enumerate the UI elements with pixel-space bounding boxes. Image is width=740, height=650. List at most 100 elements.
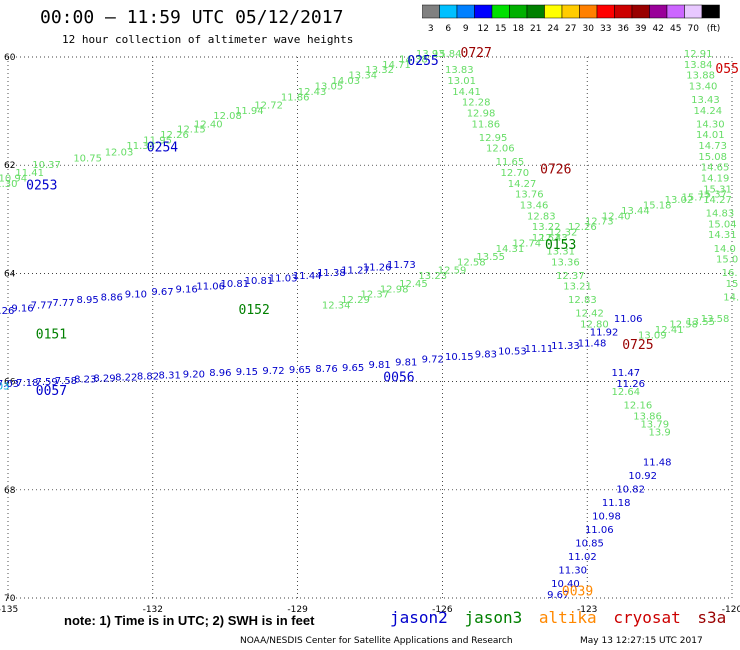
wave-height-value: 11.95 [143,136,172,147]
wave-height-value: 12.83 [527,211,556,222]
wave-height-value: 10.82 [616,485,645,496]
wave-height-value: 9.20 [183,369,205,380]
lat-tick-label: 64 [4,269,16,279]
wave-height-value: 11.48 [578,338,607,349]
wave-height-value: 12.59 [438,265,467,276]
colorbar-tick-label: 9 [463,24,469,34]
wave-height-value: 9.16 [11,303,33,314]
wave-height-value: 7.58 [55,376,77,387]
wave-height-value: 12.58 [669,320,698,331]
wave-height-value: 12.74 [513,238,542,249]
wave-height-value: 12.98 [380,284,409,295]
wave-height-value: 9.72 [262,366,284,377]
wave-height-value: 12.26 [568,222,597,233]
wave-height-value: 13.34 [348,71,377,82]
pass-number-label: 0056 [383,371,414,386]
wave-height-value: 7.77 [52,298,74,309]
wave-height-value: 9.81 [369,360,391,371]
wave-height-value: 7.03 [0,379,19,390]
wave-height-value: 14.03 [332,76,361,87]
lon-tick-label: -135 [0,605,18,615]
lon-tick-label: -126 [432,605,453,615]
wave-height-value: 7.59 [35,377,57,388]
wave-height-value: 12.72 [254,100,283,111]
wave-height-value: 11.30 [0,179,17,190]
colorbar-swatch [474,4,493,19]
colorbar-tick-label: 30 [583,24,595,34]
wave-height-value: 9.16 [175,284,197,295]
wave-height-value: 8.22 [115,373,137,384]
wave-height-value: 12.03 [105,147,134,158]
wave-height-value: 11.06 [196,282,225,293]
wave-height-value: 11.30 [558,566,587,577]
wave-height-value: 13.58 [701,314,730,325]
wave-height-value: 7.18 [16,378,38,389]
wave-height-value: 15.37 [698,190,727,201]
wave-height-value: 13.88 [686,71,715,82]
wave-height-value: 13.32 [365,65,394,76]
wave-height-value: 10.37 [32,160,61,171]
lat-tick-label: 68 [4,486,16,496]
wave-height-value: 12.95 [479,133,508,144]
wave-height-value: 14.27 [508,179,537,190]
colorbar-tick-label: 21 [530,24,541,34]
lon-tick-label: -120 [722,605,740,615]
legend-jason2: jason2 [390,608,448,627]
lat-tick-label: 62 [4,161,15,171]
wave-height-value: 14.38 [399,54,428,65]
wave-height-value: 12.43 [539,233,568,244]
altimeter-track: 11.48 10.92 10.82 11.18 10.98 11.06 10.85 11.02… [547,457,671,601]
wave-height-value: 14.65 [701,163,730,174]
wave-height-value: 9.10 [125,290,147,301]
legend-cryosat: cryosat [613,608,681,627]
wave-height-value: 12.91 [684,49,713,60]
wave-height-value: 12.37 [361,290,390,301]
wave-height-value: 14.27 [703,195,732,206]
wave-height-value: 8.31 [159,370,181,381]
wave-height-value: 12.70 [500,168,529,179]
lon-tick-label: -132 [143,605,163,615]
wave-height-value: 14.83 [706,209,735,220]
wave-height-value: 15.77 [681,192,710,203]
wave-height-value: 12.80 [580,320,609,331]
wave-height-value: 8.76 [315,364,337,375]
pass-number-label: 0727 [461,46,492,61]
pass-number-label: 0254 [147,141,178,156]
wave-height-value: 10.81 [245,276,274,287]
colorbar-tick-label: 6 [445,24,451,34]
colorbar-swatch [684,4,703,19]
wave-height-value: 11.48 [643,457,672,468]
pass-number-label: 0725 [622,338,653,353]
wave-height-value: 12.29 [341,295,370,306]
wave-height-value: 15.18 [643,200,672,211]
wave-height-value: 12.08 [213,111,242,122]
wave-height-value: 14.31 [496,244,525,255]
wave-height-value: 11.73 [387,260,416,271]
wave-height-value: 13.23 [418,271,447,282]
wave-height-value: 11.92 [590,328,619,339]
wave-height-value: 7.03 [0,382,9,393]
colorbar-swatch [422,4,440,19]
colorbar-swatch [631,4,650,19]
satellite-legend: jason2 jason3 altika cryosat s3a [390,608,733,627]
wave-height-value: 11.86 [281,92,310,103]
wave-height-value: 12.34 [322,301,351,312]
wave-height-value: 11.27 [341,265,370,276]
wave-height-value: 11.47 [611,368,640,379]
wave-height-value: 13.36 [551,257,580,268]
wave-height-value: 8.96 [209,368,231,379]
wave-height-value: 11.06 [614,314,643,325]
colorbar-swatch [491,4,510,19]
colorbar-tick-label: 24 [548,24,560,34]
wave-height-value: 9.15 [236,367,258,378]
wave-height-value: 15.08 [698,152,727,163]
wave-height-value: 12.58 [457,257,486,268]
wave-height-value: 8.26 [0,306,14,317]
wave-height-value: 12.45 [399,279,428,290]
colorbar-swatch [579,4,598,19]
wave-height-value: 13.55 [476,252,505,263]
wave-height-value: 9.65 [289,365,311,376]
legend-altika: altika [538,608,597,627]
